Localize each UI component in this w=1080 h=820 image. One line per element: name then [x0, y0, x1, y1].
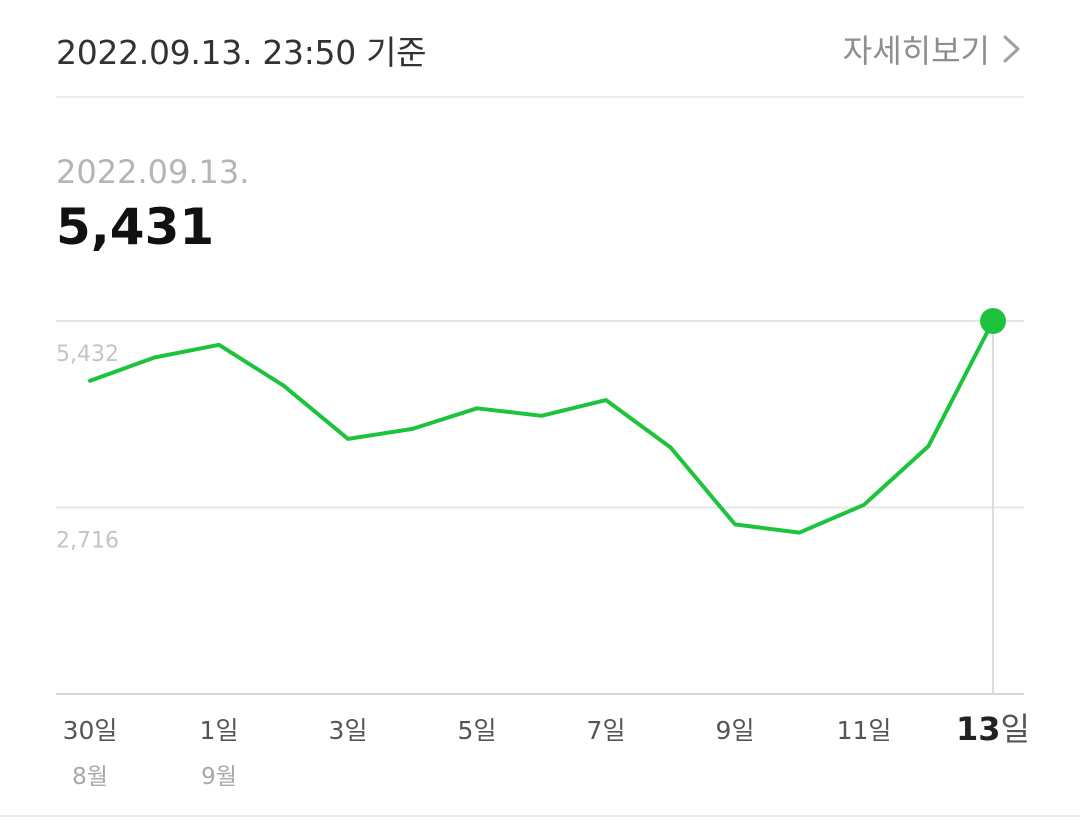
series-line	[88, 319, 995, 535]
data-point[interactable]	[407, 423, 419, 435]
y-axis-label: 2,716	[56, 528, 119, 553]
x-tick-label: 9일	[716, 716, 755, 745]
data-point[interactable]	[794, 527, 806, 539]
x-tick-label-active: 13일	[956, 710, 1030, 748]
x-tick-label: 1일	[200, 716, 239, 745]
y-axis-label: 5,432	[56, 342, 119, 367]
x-tick-month-label: 9월	[201, 764, 237, 790]
data-point[interactable]	[858, 499, 870, 511]
selected-data-point	[980, 308, 1006, 334]
data-point[interactable]	[278, 380, 290, 392]
view-details-link[interactable]: 자세히보기	[843, 26, 1024, 72]
data-point[interactable]	[729, 518, 741, 530]
data-point[interactable]	[600, 394, 612, 406]
x-tick-label: 3일	[329, 716, 368, 745]
data-point[interactable]	[84, 375, 96, 387]
selected-value: 5,431	[56, 198, 215, 256]
x-tick-month-label: 8월	[72, 764, 108, 790]
data-point[interactable]	[342, 433, 354, 445]
header: 2022.09.13. 23:50 기준 자세히보기	[56, 0, 1024, 98]
selected-date: 2022.09.13.	[56, 153, 250, 191]
data-point[interactable]	[923, 440, 935, 452]
view-details-label: 자세히보기	[842, 32, 990, 70]
data-point[interactable]	[149, 351, 161, 363]
as-of-timestamp: 2022.09.13. 23:50 기준	[56, 33, 427, 72]
x-tick-label: 11일	[837, 716, 892, 745]
x-tick-label: 7일	[587, 716, 626, 745]
bottom-divider	[0, 815, 1080, 817]
data-point[interactable]	[536, 410, 548, 422]
data-point[interactable]	[665, 441, 677, 453]
x-tick-label: 30일	[63, 716, 118, 745]
data-point[interactable]	[213, 339, 225, 351]
chevron-right-icon	[1003, 35, 1020, 63]
x-tick-label: 5일	[458, 716, 497, 745]
data-point[interactable]	[471, 402, 483, 414]
